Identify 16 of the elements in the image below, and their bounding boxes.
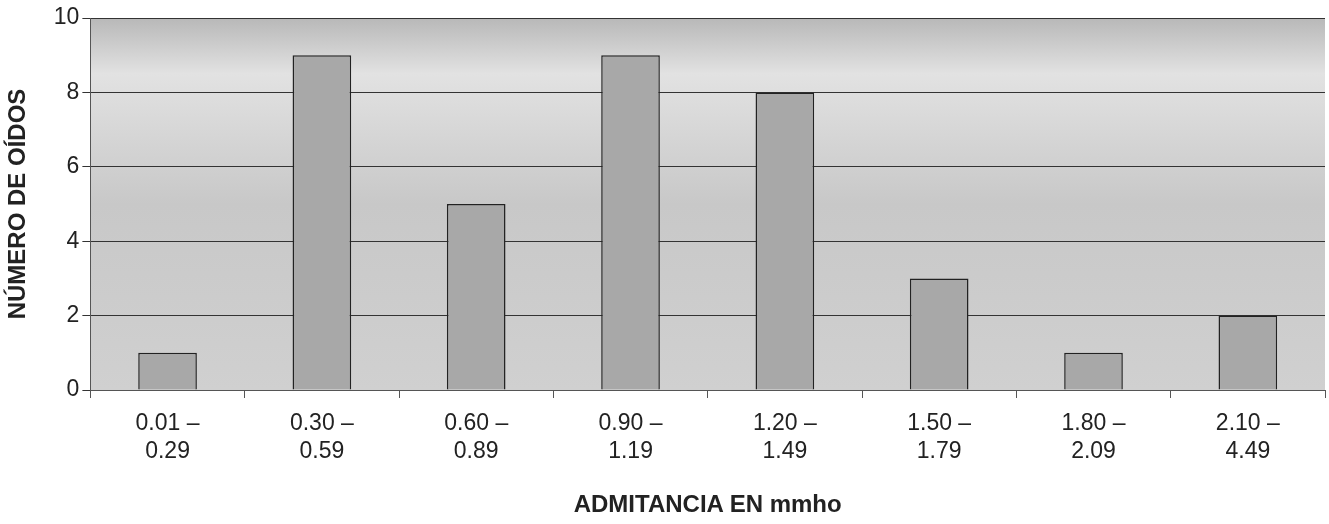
y-axis-title: NÚMERO DE OÍDOS (3, 88, 31, 320)
x-tick-label: 1.50 – 1.79 (907, 409, 972, 463)
x-tick-label: 0.30 – 0.59 (289, 409, 355, 463)
x-tick-label: 1.20 – 1.49 (752, 409, 818, 463)
y-tick-label: 2 (66, 300, 80, 327)
x-tick-label: 0.01 – 0.29 (135, 409, 200, 463)
y-tick-label: 4 (66, 226, 80, 253)
y-tick-label: 8 (66, 77, 80, 104)
x-tick-label: 2.10 – 4.49 (1215, 409, 1281, 463)
x-axis-title: ADMITANCIA EN mmho (573, 490, 842, 518)
y-tick-label: 6 (66, 152, 80, 179)
x-tick-label: 1.80 – 2.09 (1061, 409, 1126, 463)
y-tick-label: 0 (66, 375, 80, 402)
x-tick-label: 0.90 – 1.19 (598, 409, 663, 463)
x-tick-label: 0.60 – 0.89 (444, 409, 509, 463)
y-tick-label: 10 (53, 3, 80, 30)
